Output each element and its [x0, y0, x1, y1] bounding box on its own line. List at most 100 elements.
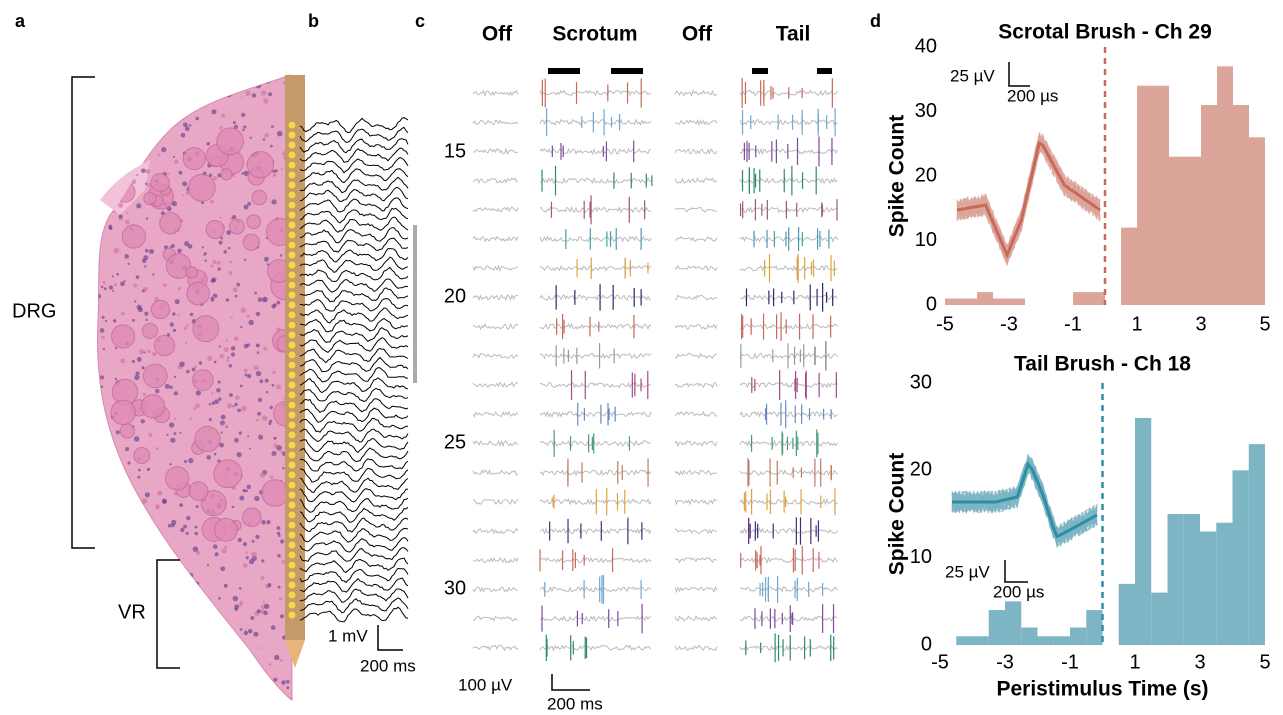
- bar: [1183, 514, 1200, 645]
- waveform: [956, 149, 1101, 258]
- cell: [174, 118, 177, 122]
- trace: [472, 468, 519, 476]
- cell: [273, 303, 277, 307]
- cell: [210, 199, 214, 204]
- cell: [158, 75, 164, 79]
- cell: [220, 431, 223, 434]
- panel-label: c: [415, 11, 425, 31]
- trace: [539, 439, 652, 448]
- cell: [109, 487, 115, 493]
- trace: [674, 585, 718, 594]
- cell: [240, 96, 243, 99]
- cell: [104, 109, 108, 112]
- cell: [128, 147, 132, 150]
- channel-label: 30: [444, 577, 466, 599]
- cell: [237, 537, 242, 543]
- cell: [125, 447, 130, 452]
- bar: [1216, 522, 1233, 645]
- cell: [279, 597, 283, 601]
- cell: [182, 122, 188, 128]
- trace: [539, 556, 652, 564]
- cell: [157, 643, 163, 648]
- contact: [288, 221, 296, 229]
- bar: [988, 610, 1005, 645]
- cell: [164, 695, 167, 698]
- cell: [106, 135, 111, 140]
- cell: [169, 422, 175, 428]
- cell: [101, 315, 105, 319]
- contact: [288, 461, 296, 469]
- cell: [149, 564, 153, 568]
- contact: [288, 211, 296, 219]
- cell: [155, 556, 159, 560]
- cell: [217, 459, 221, 463]
- contact: [288, 541, 296, 549]
- cell: [242, 79, 247, 83]
- trace: [739, 147, 838, 156]
- cell: [207, 355, 213, 362]
- cell: [113, 477, 117, 480]
- cell: [152, 678, 159, 684]
- trace: [674, 528, 718, 535]
- bar: [1200, 531, 1217, 645]
- cell: [99, 104, 102, 107]
- cell: [248, 319, 254, 326]
- trace: [299, 477, 409, 493]
- cell: [271, 685, 276, 691]
- cell: [242, 128, 245, 132]
- cell: [131, 318, 135, 322]
- cell: [234, 402, 238, 407]
- trace: [299, 506, 409, 523]
- cell: [252, 669, 257, 674]
- cell: [251, 539, 255, 543]
- cell: [212, 293, 218, 299]
- cell: [136, 203, 142, 209]
- cell: [226, 230, 232, 235]
- cell: [113, 161, 117, 165]
- bar: [1073, 292, 1089, 305]
- trace: [539, 176, 652, 185]
- cell: [160, 623, 164, 627]
- cell: [172, 79, 176, 83]
- bar: [956, 636, 973, 645]
- cell: [97, 441, 100, 447]
- cell: [255, 370, 262, 377]
- trace: [472, 235, 519, 243]
- trace: [299, 216, 409, 233]
- cell: [238, 586, 242, 590]
- cell: [105, 665, 111, 671]
- cell: [147, 349, 151, 354]
- trace: [739, 527, 838, 535]
- cell: [129, 563, 135, 568]
- cell: [157, 153, 161, 157]
- trace: [299, 197, 409, 213]
- cell: [226, 669, 232, 674]
- cell: [212, 544, 218, 549]
- y-tick-label: 20: [910, 459, 932, 481]
- cell: [107, 674, 112, 678]
- cell: [170, 244, 175, 248]
- trace: [674, 498, 718, 506]
- cell: [222, 422, 225, 426]
- neuron: [188, 481, 209, 501]
- cell: [257, 411, 262, 416]
- cell: [97, 615, 102, 619]
- cell: [177, 313, 180, 317]
- cell: [144, 248, 149, 253]
- cell: [117, 202, 124, 208]
- contact: [288, 471, 296, 479]
- cell: [180, 132, 186, 138]
- neuron: [246, 214, 262, 230]
- cell: [249, 136, 252, 139]
- contact: [288, 171, 296, 179]
- trace: [674, 557, 718, 564]
- cell: [170, 437, 176, 443]
- bar: [1009, 298, 1025, 305]
- trace: [299, 458, 409, 472]
- cell: [99, 455, 105, 461]
- trace: [674, 440, 718, 448]
- cell: [93, 228, 97, 232]
- contact: [288, 181, 296, 189]
- trace: [674, 89, 718, 97]
- cell: [142, 392, 147, 396]
